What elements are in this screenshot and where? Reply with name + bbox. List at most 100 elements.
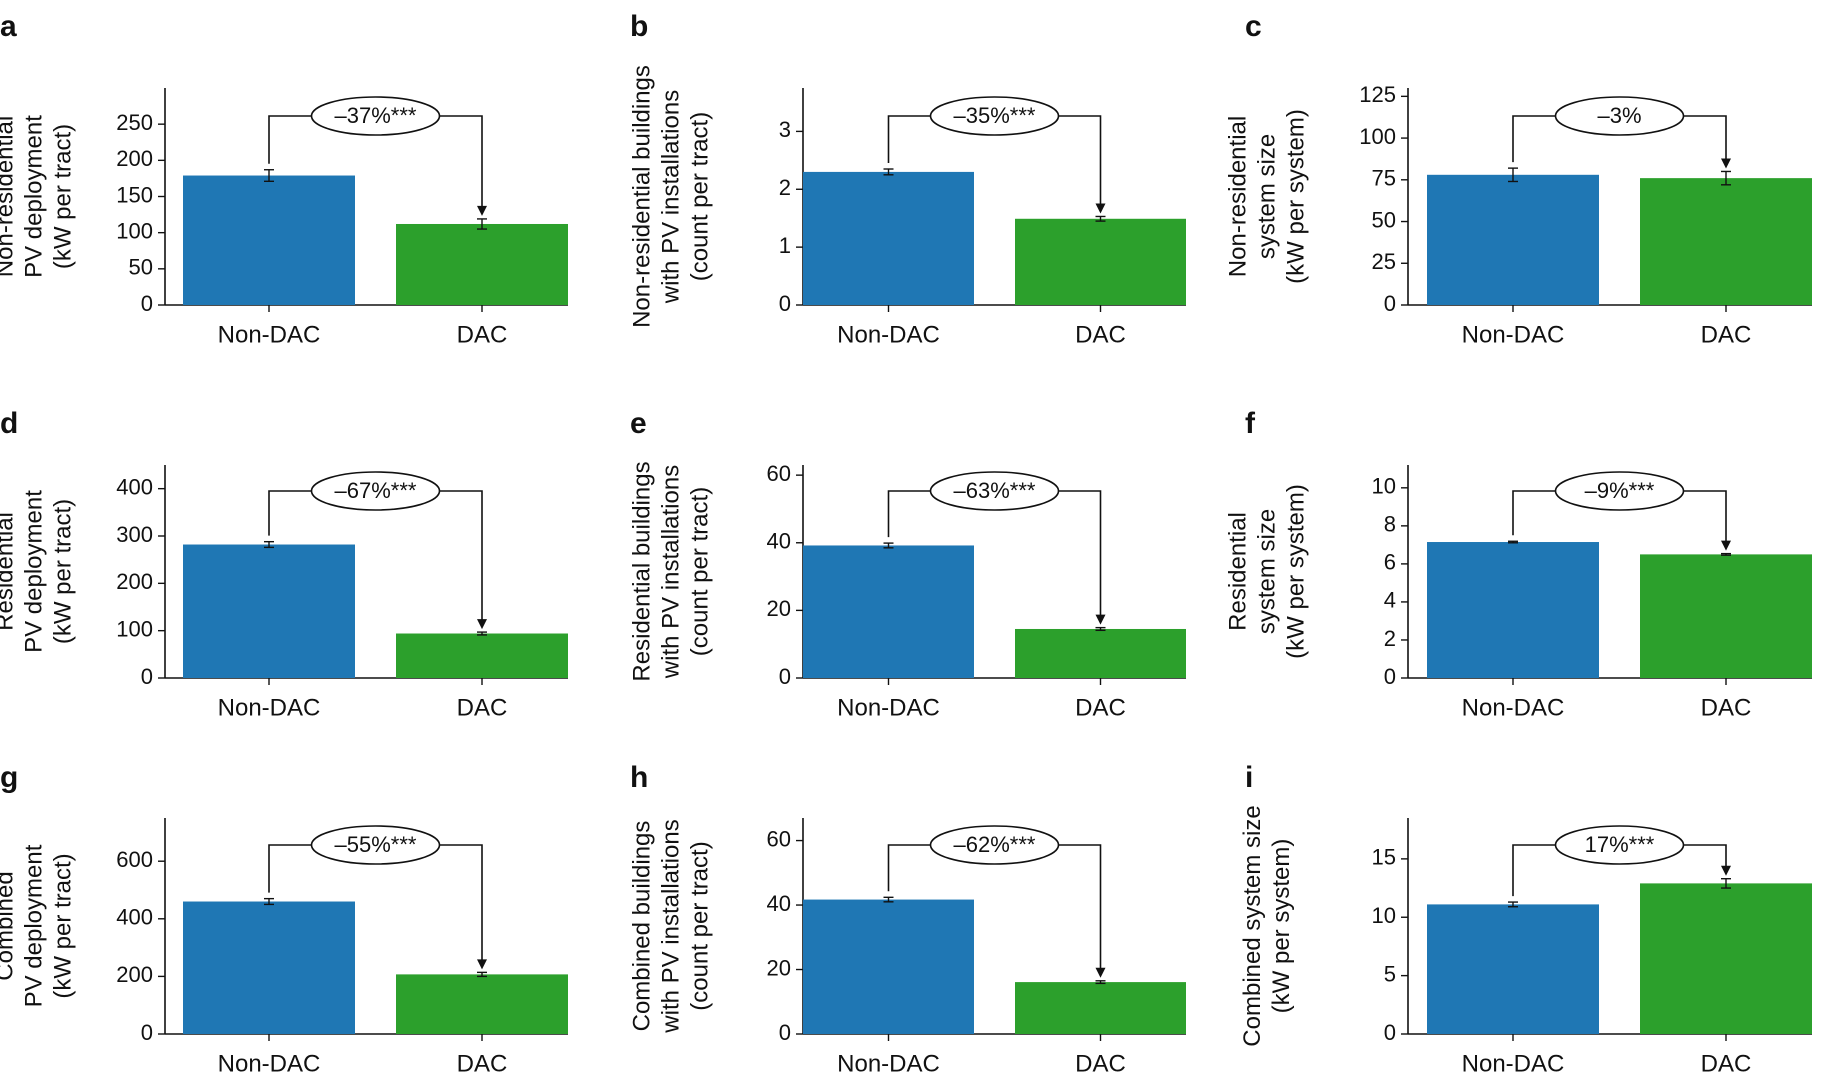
panel-letter: e [630, 407, 647, 440]
y-tick-label: 20 [767, 596, 791, 621]
x-category-label: Non-DAC [1462, 694, 1565, 721]
y-tick-label: 100 [116, 616, 153, 641]
x-category-label: Non-DAC [218, 694, 321, 721]
y-axis-title-line: PV deployment [20, 844, 47, 1007]
panel-letter: i [1245, 761, 1253, 794]
y-axis-title-line: system size [1253, 134, 1280, 259]
x-category-label: DAC [1701, 694, 1752, 721]
bar-non-dac [1427, 174, 1599, 305]
annotation-bubble [1554, 825, 1685, 865]
y-axis-title: Combined system size(kW per system) [1239, 805, 1295, 1046]
panel-c: c 0 25 50 75 100 125 Non-residentialsystem size… [1224, 10, 1812, 348]
bar-non-dac [1427, 904, 1599, 1034]
y-axis-title: Residentialsystem size(kW per system) [1224, 484, 1309, 659]
y-tick-label: 200 [116, 569, 153, 594]
annotation-text: –37%*** [335, 103, 417, 128]
annotation-text: 17%*** [1585, 832, 1655, 857]
panel-e: e 0 20 40 60 Residential buildingswith PV ins… [628, 407, 1186, 721]
bar-dac [1015, 982, 1186, 1034]
bar-dac [396, 974, 568, 1034]
arrow-head [1095, 967, 1106, 978]
y-tick-label: 5 [1384, 961, 1396, 986]
y-tick-label: 250 [116, 110, 153, 135]
y-axis-title-line: (count per tract) [686, 487, 713, 656]
y-tick-label: 60 [767, 461, 791, 486]
x-category-label: DAC [457, 694, 508, 721]
bar-dac [1640, 883, 1812, 1034]
y-tick-label: 4 [1384, 588, 1396, 613]
x-category-label: DAC [1075, 694, 1126, 721]
annotation-bubble [1554, 471, 1685, 511]
panel-b: b 0 1 2 3 Non-residential buildingswith PV in… [628, 10, 1186, 348]
annotation-text: –67%*** [335, 478, 417, 503]
y-axis-title: ResidentialPV deployment(kW per tract) [0, 490, 76, 653]
x-category-label: DAC [457, 1050, 508, 1077]
x-category-label: Non-DAC [837, 1050, 940, 1077]
y-tick-label: 0 [1384, 1020, 1396, 1045]
y-axis-title-line: Residential [0, 512, 18, 631]
y-axis-title-line: with PV installations [657, 90, 684, 304]
y-tick-label: 0 [779, 664, 791, 689]
y-tick-label: 2 [779, 175, 791, 200]
y-axis-title: Non-residentialsystem size(kW per system… [1224, 109, 1309, 284]
bar-dac [396, 223, 568, 305]
y-tick-label: 2 [1384, 626, 1396, 651]
y-tick-label: 3 [779, 117, 791, 142]
arrow-head [477, 205, 487, 216]
y-tick-label: 0 [141, 291, 153, 316]
y-axis-title-line: (kW per tract) [49, 499, 76, 644]
y-axis-title: Non-residentialPV deployment(kW per trac… [0, 115, 76, 278]
panel-letter: c [1245, 10, 1262, 43]
y-tick-label: 75 [1372, 166, 1396, 191]
annotation-bubble [929, 471, 1060, 511]
y-tick-label: 15 [1372, 845, 1396, 870]
y-axis-title-line: with PV installations [657, 819, 684, 1033]
y-tick-label: 125 [1359, 82, 1396, 107]
arrow-head [477, 959, 487, 970]
y-tick-label: 10 [1372, 903, 1396, 928]
x-category-label: Non-DAC [837, 321, 940, 348]
x-category-label: Non-DAC [218, 1050, 321, 1077]
y-tick-label: 25 [1372, 249, 1396, 274]
y-axis-title-line: (count per tract) [686, 112, 713, 281]
y-axis-title: Combined buildingswith PV installations(… [628, 819, 713, 1033]
y-tick-label: 40 [767, 529, 791, 554]
bar-dac [1015, 218, 1186, 305]
annotation-text: –3% [1597, 103, 1641, 128]
y-tick-label: 6 [1384, 550, 1396, 575]
y-tick-label: 100 [116, 218, 153, 243]
panel-g: g 0 200 400 600 CombinedPV deployment(kW per … [0, 761, 568, 1077]
annotation-text: –35%*** [954, 103, 1036, 128]
y-tick-label: 400 [116, 905, 153, 930]
y-axis-title-line: Non-residential [0, 116, 18, 277]
y-tick-label: 600 [116, 847, 153, 872]
y-axis-title-line: Combined [0, 871, 18, 980]
annotation-bubble [929, 825, 1060, 865]
y-tick-label: 60 [767, 826, 791, 851]
panel-letter: a [0, 10, 17, 43]
panel-h: h 0 20 40 60 Combined buildingswith PV instal… [628, 761, 1186, 1077]
bar-dac [396, 633, 568, 678]
y-tick-label: 40 [767, 891, 791, 916]
y-tick-label: 0 [141, 664, 153, 689]
annotation-text: –9%*** [1585, 478, 1655, 503]
y-tick-label: 0 [779, 291, 791, 316]
y-axis-title-line: with PV installations [657, 465, 684, 679]
panel-i: i 0 5 10 15 Combined system size(kW per syste… [1239, 761, 1812, 1077]
bar-dac [1640, 178, 1812, 305]
y-tick-label: 20 [767, 955, 791, 980]
y-tick-label: 8 [1384, 512, 1396, 537]
y-axis-title-line: (count per tract) [686, 841, 713, 1010]
y-axis-title-line: Non-residential buildings [628, 65, 655, 328]
y-axis-title-line: PV deployment [20, 115, 47, 278]
bar-non-dac [803, 899, 974, 1034]
annotation-text: –55%*** [335, 832, 417, 857]
panel-letter: g [0, 761, 18, 794]
bar-non-dac [183, 544, 355, 678]
panel-f: f 0 2 4 6 8 10 Residentialsystem size(kW per sy… [1224, 407, 1812, 721]
y-tick-label: 10 [1372, 474, 1396, 499]
bar-dac [1640, 554, 1812, 678]
y-axis-title-line: Combined buildings [628, 821, 655, 1032]
panel-d: d 0 100 200 300 400 ResidentialPV deployment(k… [0, 407, 568, 721]
y-axis-title: Non-residential buildingswith PV install… [628, 65, 713, 328]
